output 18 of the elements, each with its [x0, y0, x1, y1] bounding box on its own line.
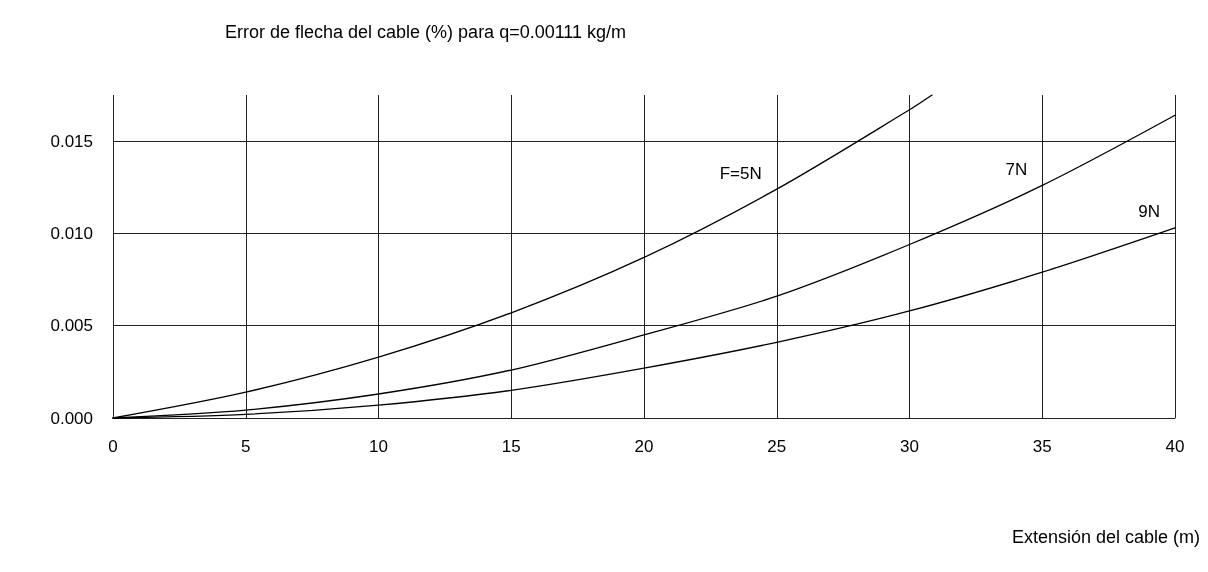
series-label: 9N [1138, 202, 1160, 222]
y-tick-label: 0.010 [50, 223, 93, 243]
x-tick-label: 30 [900, 437, 919, 456]
x-tick-label: 10 [369, 437, 388, 456]
x-tick-label: 40 [1165, 437, 1185, 456]
x-tick-label: 5 [241, 437, 251, 456]
series-label: 7N [1005, 159, 1028, 179]
x-tick-label: 0 [108, 437, 118, 456]
x-tick-label: 35 [1032, 437, 1052, 456]
y-tick-label: 0.015 [50, 131, 93, 151]
y-tick-label: 0.005 [50, 316, 93, 336]
x-tick-label: 25 [767, 437, 787, 456]
chart-title: Error de flecha del cable (%) para q=0.00111 kg/m [225, 22, 627, 42]
x-tick-label: 20 [634, 437, 654, 456]
y-tick-label: 0.000 [50, 408, 93, 428]
series-label: F=5N [719, 163, 762, 183]
x-axis-title: Extensión del cable (m) [1011, 527, 1201, 547]
x-tick-label: 15 [501, 437, 521, 456]
